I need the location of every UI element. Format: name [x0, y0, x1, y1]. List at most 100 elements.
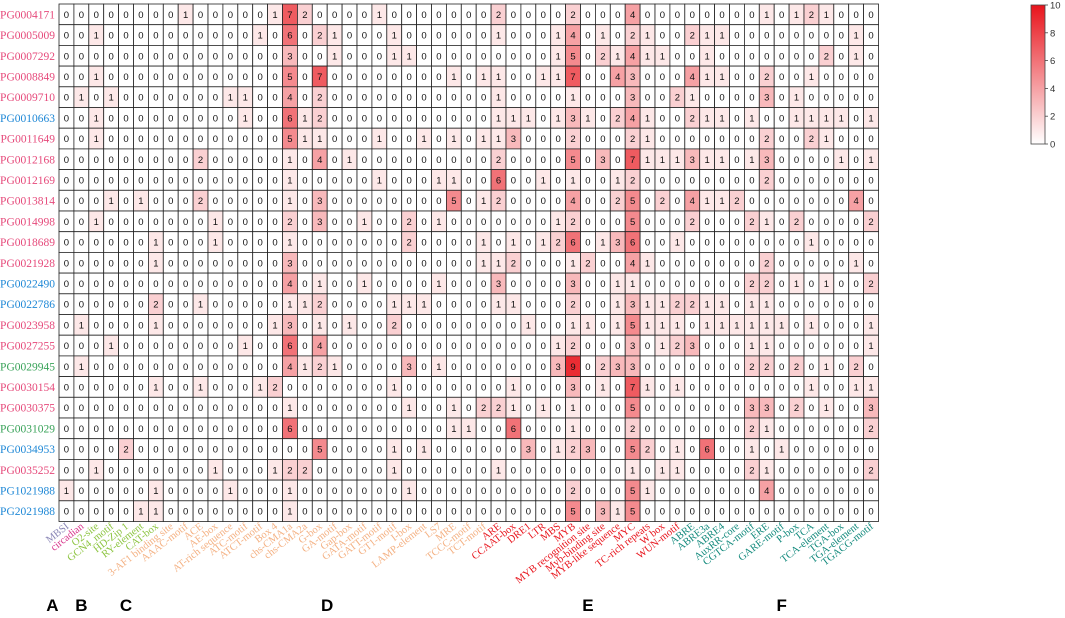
cell-value: 0 — [183, 382, 188, 393]
cell-value: 3 — [287, 51, 292, 62]
cell-value: 0 — [809, 51, 814, 62]
cell-value: 0 — [123, 486, 128, 497]
cell-value: 0 — [94, 196, 99, 207]
cell-value: 0 — [481, 113, 486, 124]
cell-value: 3 — [600, 507, 605, 518]
cell-value: 0 — [749, 382, 754, 393]
cell-value: 0 — [347, 424, 352, 435]
cell-value: 0 — [839, 465, 844, 476]
cell-value: 0 — [839, 507, 844, 518]
cell-value: 0 — [94, 238, 99, 249]
cell-value: 0 — [779, 300, 784, 311]
cell-value: 0 — [556, 403, 561, 414]
cell-value: 0 — [749, 93, 754, 104]
cell-value: 0 — [198, 403, 203, 414]
cell-value: 0 — [258, 424, 263, 435]
cell-value: 0 — [94, 51, 99, 62]
cell-value: 0 — [109, 258, 114, 269]
cell-value: 1 — [287, 300, 292, 311]
cell-value: 0 — [377, 113, 382, 124]
cell-value: 0 — [675, 72, 680, 83]
cell-value: 0 — [511, 465, 516, 476]
cell-value: 0 — [809, 445, 814, 456]
cell-value: 0 — [526, 403, 531, 414]
row-label: PG0030154 — [0, 382, 55, 394]
row-label: PG0022786 — [0, 299, 55, 311]
row-label: PG0013814 — [0, 196, 55, 208]
cell-value: 1 — [317, 134, 322, 145]
cell-value: 0 — [719, 93, 724, 104]
cell-value: 0 — [466, 196, 471, 207]
cell-value: 0 — [243, 31, 248, 42]
cell-value: 0 — [377, 72, 382, 83]
cell-value: 0 — [183, 403, 188, 414]
cell-value: 0 — [779, 279, 784, 290]
cell-value: 0 — [421, 341, 426, 352]
cell-value: 0 — [779, 196, 784, 207]
cell-value: 0 — [213, 72, 218, 83]
cell-value: 0 — [451, 217, 456, 228]
cell-value: 5 — [630, 507, 635, 518]
cell-value: 0 — [690, 507, 695, 518]
cell-value: 3 — [764, 403, 769, 414]
cell-value: 0 — [481, 175, 486, 186]
cell-value: 0 — [824, 175, 829, 186]
cell-value: 2 — [854, 362, 859, 373]
cell-value: 0 — [794, 134, 799, 145]
cell-value: 0 — [526, 31, 531, 42]
cell-value: 0 — [258, 403, 263, 414]
cell-value: 0 — [138, 217, 143, 228]
cell-value: 0 — [407, 424, 412, 435]
cell-value: 0 — [138, 320, 143, 331]
cell-value: 0 — [377, 258, 382, 269]
cell-value: 0 — [228, 258, 233, 269]
cell-value: 0 — [228, 113, 233, 124]
cell-value: 0 — [615, 134, 620, 145]
cell-value: 2 — [764, 362, 769, 373]
cell-value: 2 — [645, 445, 650, 456]
cell-value: 0 — [839, 445, 844, 456]
cell-value: 0 — [153, 10, 158, 21]
cell-value: 0 — [317, 258, 322, 269]
cell-value: 0 — [183, 362, 188, 373]
cell-value: 0 — [109, 72, 114, 83]
cell-value: 0 — [585, 51, 590, 62]
cell-value: 0 — [168, 362, 173, 373]
cell-value: 0 — [198, 93, 203, 104]
cell-value: 6 — [496, 175, 501, 186]
cell-value: 0 — [675, 424, 680, 435]
cell-value: 1 — [213, 217, 218, 228]
cell-value: 0 — [526, 362, 531, 373]
cell-value: 2 — [317, 362, 322, 373]
cell-value: 1 — [615, 507, 620, 518]
cell-value: 0 — [243, 403, 248, 414]
cell-value: 0 — [585, 362, 590, 373]
cell-value: 1 — [496, 72, 501, 83]
cell-value: 1 — [675, 155, 680, 166]
cell-value: 2 — [570, 341, 575, 352]
cell-value: 0 — [690, 465, 695, 476]
cell-value: 1 — [645, 51, 650, 62]
cell-value: 0 — [541, 279, 546, 290]
cell-value: 1 — [421, 134, 426, 145]
cell-value: 0 — [94, 382, 99, 393]
cell-value: 0 — [138, 341, 143, 352]
cell-value: 0 — [421, 238, 426, 249]
cell-value: 0 — [123, 382, 128, 393]
cell-value: 0 — [705, 134, 710, 145]
cell-value: 0 — [839, 320, 844, 331]
cell-value: 3 — [630, 362, 635, 373]
cell-value: 0 — [541, 382, 546, 393]
cell-value: 0 — [734, 300, 739, 311]
cell-value: 0 — [541, 341, 546, 352]
cell-value: 0 — [526, 486, 531, 497]
cell-value: 0 — [779, 51, 784, 62]
cell-value: 0 — [213, 31, 218, 42]
cell-value: 0 — [615, 424, 620, 435]
cell-value: 0 — [347, 445, 352, 456]
cell-value: 0 — [615, 31, 620, 42]
cell-value: 0 — [839, 175, 844, 186]
cell-value: 0 — [868, 93, 873, 104]
cell-value: 0 — [362, 486, 367, 497]
cell-value: 0 — [734, 258, 739, 269]
